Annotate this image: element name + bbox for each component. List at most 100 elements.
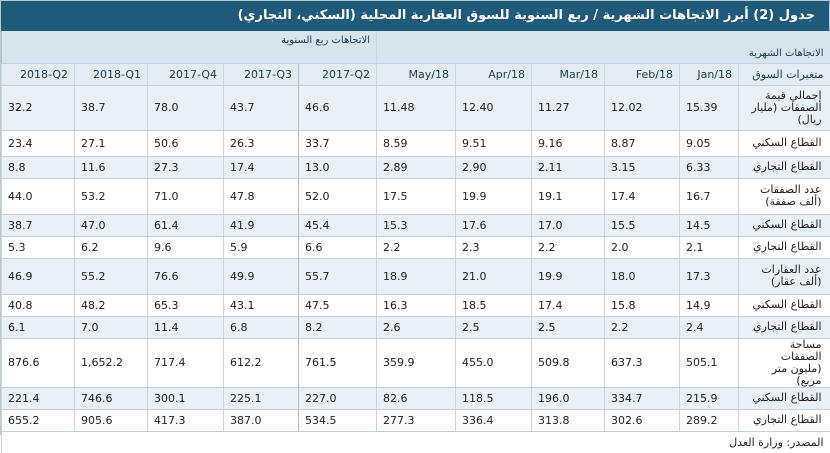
month-value-cell: 21.0 [455, 258, 532, 295]
month-value-cell: 8.87 [604, 130, 680, 157]
col-header-m3: Feb/18 [604, 63, 680, 86]
row-label: القطاع التجاري [737, 156, 830, 179]
col-header-m2: Mar/18 [531, 63, 605, 86]
quarter-value-cell: 50.6 [147, 130, 224, 157]
quarter-value-cell: 225.1 [223, 387, 299, 410]
month-value-cell: 19.9 [455, 178, 532, 215]
month-value-cell: 17.3 [679, 258, 739, 295]
table-row: 23.4 27.1 50.6 26.3 33.7 8.59 9.51 9.16 8.87 9.05… [1, 130, 830, 157]
row-label: إجمالي قيمة الصفقات (مليار ريال) [737, 85, 830, 131]
quarter-value-cell: 27.1 [74, 130, 148, 157]
quarter-value-cell: 46.9 [1, 258, 75, 295]
quarter-value-cell: 55.7 [298, 258, 377, 295]
quarter-value-cell: 47.0 [74, 214, 148, 237]
month-value-cell: 2.5 [531, 316, 605, 339]
quarter-value-cell: 905.6 [74, 409, 148, 432]
quarter-value-cell: 6.8 [223, 316, 299, 339]
monthly-trends-header: الاتجاهات الشهرية [375, 31, 830, 64]
quarter-value-cell: 44.0 [1, 178, 75, 215]
month-value-cell: 16.7 [679, 178, 739, 215]
row-label: القطاع السكني [737, 294, 830, 317]
quarter-value-cell: 612.2 [223, 338, 299, 388]
quarter-value-cell: 45.4 [298, 214, 377, 237]
month-value-cell: 15.3 [376, 214, 456, 237]
month-value-cell: 2.2 [604, 316, 680, 339]
quarter-value-cell: 6.6 [298, 236, 377, 259]
quarter-value-cell: 49.9 [223, 258, 299, 295]
quarter-value-cell: 76.6 [147, 258, 224, 295]
month-value-cell: 289.2 [679, 409, 739, 432]
quarter-value-cell: 417.3 [147, 409, 224, 432]
quarter-value-cell: 32.2 [1, 85, 75, 131]
month-value-cell: 17.0 [531, 214, 605, 237]
quarter-value-cell: 41.9 [223, 214, 299, 237]
row-label: القطاع التجاري [737, 409, 830, 432]
quarter-value-cell: 26.3 [223, 130, 299, 157]
table-title: جدول (2) أبرز الاتجاهات الشهرية / ربع ال… [1, 1, 829, 31]
month-value-cell: 17.6 [455, 214, 532, 237]
quarter-value-cell: 53.2 [74, 178, 148, 215]
quarter-value-cell: 655.2 [1, 409, 75, 432]
month-value-cell: 18.5 [455, 294, 532, 317]
quarter-value-cell: 46.6 [298, 85, 377, 131]
month-value-cell: 17.5 [376, 178, 456, 215]
month-value-cell: 2.4 [679, 316, 739, 339]
quarter-value-cell: 876.6 [1, 338, 75, 388]
month-value-cell: 359.9 [376, 338, 456, 388]
month-value-cell: 2.2 [531, 236, 605, 259]
month-value-cell: 118.5 [455, 387, 532, 410]
quarter-value-cell: 23.4 [1, 130, 75, 157]
table-row: 5.3 6.2 9.6 5.9 6.6 2.2 2.3 2.2 2.0 2.1 القطاع الت… [1, 236, 830, 259]
quarter-value-cell: 55.2 [74, 258, 148, 295]
month-value-cell: 9.16 [531, 130, 605, 157]
month-value-cell: 16.3 [376, 294, 456, 317]
month-value-cell: 19.9 [531, 258, 605, 295]
quarter-value-cell: 7.0 [74, 316, 148, 339]
quarter-value-cell: 40.8 [1, 294, 75, 317]
quarter-value-cell: 5.9 [223, 236, 299, 259]
table-row: 8.8 11.6 27.3 17.4 13.0 2.89 2.90 2.11 3.15 6.33 ا… [1, 156, 830, 179]
quarter-value-cell: 6.1 [1, 316, 75, 339]
table-row: 6.1 7.0 11.4 6.8 8.2 2.6 2.5 2.5 2.2 2.4 القطاع ال… [1, 316, 830, 339]
month-value-cell: 15.5 [604, 214, 680, 237]
quarter-value-cell: 11.6 [74, 156, 148, 179]
month-value-cell: 2.0 [604, 236, 680, 259]
row-label: القطاع السكني [737, 387, 830, 410]
quarter-value-cell: 6.2 [74, 236, 148, 259]
quarterly-trends-header: الاتجاهات ربع السنوية [1, 31, 377, 64]
col-header-q4: 2017-Q2 [298, 63, 377, 86]
col-header-m4: Jan/18 [679, 63, 739, 86]
quarter-value-cell: 38.7 [74, 85, 148, 131]
quarter-value-cell: 1,652.2 [74, 338, 148, 388]
month-value-cell: 455.0 [455, 338, 532, 388]
quarter-value-cell: 300.1 [147, 387, 224, 410]
quarter-value-cell: 5.3 [1, 236, 75, 259]
month-value-cell: 2.2 [376, 236, 456, 259]
table-row: 32.2 38.7 78.0 43.7 46.6 11.48 12.40 11.27 12.02… [1, 85, 830, 131]
col-header-q3: 2017-Q3 [223, 63, 299, 86]
quarter-value-cell: 27.3 [147, 156, 224, 179]
month-value-cell: 15.39 [679, 85, 739, 131]
quarter-value-cell: 8.8 [1, 156, 75, 179]
col-header-m0: May/18 [376, 63, 456, 86]
table-row: 221.4 746.6 300.1 225.1 227.0 82.6 118.5 196.0 3… [1, 387, 830, 410]
quarter-value-cell: 33.7 [298, 130, 377, 157]
month-value-cell: 215.9 [679, 387, 739, 410]
col-header-m1: Apr/18 [455, 63, 532, 86]
month-value-cell: 302.6 [604, 409, 680, 432]
month-value-cell: 82.6 [376, 387, 456, 410]
month-value-cell: 18.9 [376, 258, 456, 295]
quarter-value-cell: 71.0 [147, 178, 224, 215]
column-header-row: 2018-Q2 2018-Q1 2017-Q4 2017-Q3 2017-Q2 … [1, 63, 830, 86]
quarter-value-cell: 13.0 [298, 156, 377, 179]
month-value-cell: 11.48 [376, 85, 456, 131]
month-value-cell: 11.27 [531, 85, 605, 131]
month-value-cell: 14.5 [679, 214, 739, 237]
table-row: 40.8 48.2 65.3 43.1 47.5 16.3 18.5 17.4 15.8 14.9… [1, 294, 830, 317]
month-value-cell: 8.59 [376, 130, 456, 157]
month-value-cell: 2.5 [455, 316, 532, 339]
table-row: 655.2 905.6 417.3 387.0 534.5 277.3 336.4 313.8… [1, 409, 830, 432]
month-value-cell: 2.90 [455, 156, 532, 179]
month-value-cell: 3.15 [604, 156, 680, 179]
quarter-value-cell: 761.5 [298, 338, 377, 388]
